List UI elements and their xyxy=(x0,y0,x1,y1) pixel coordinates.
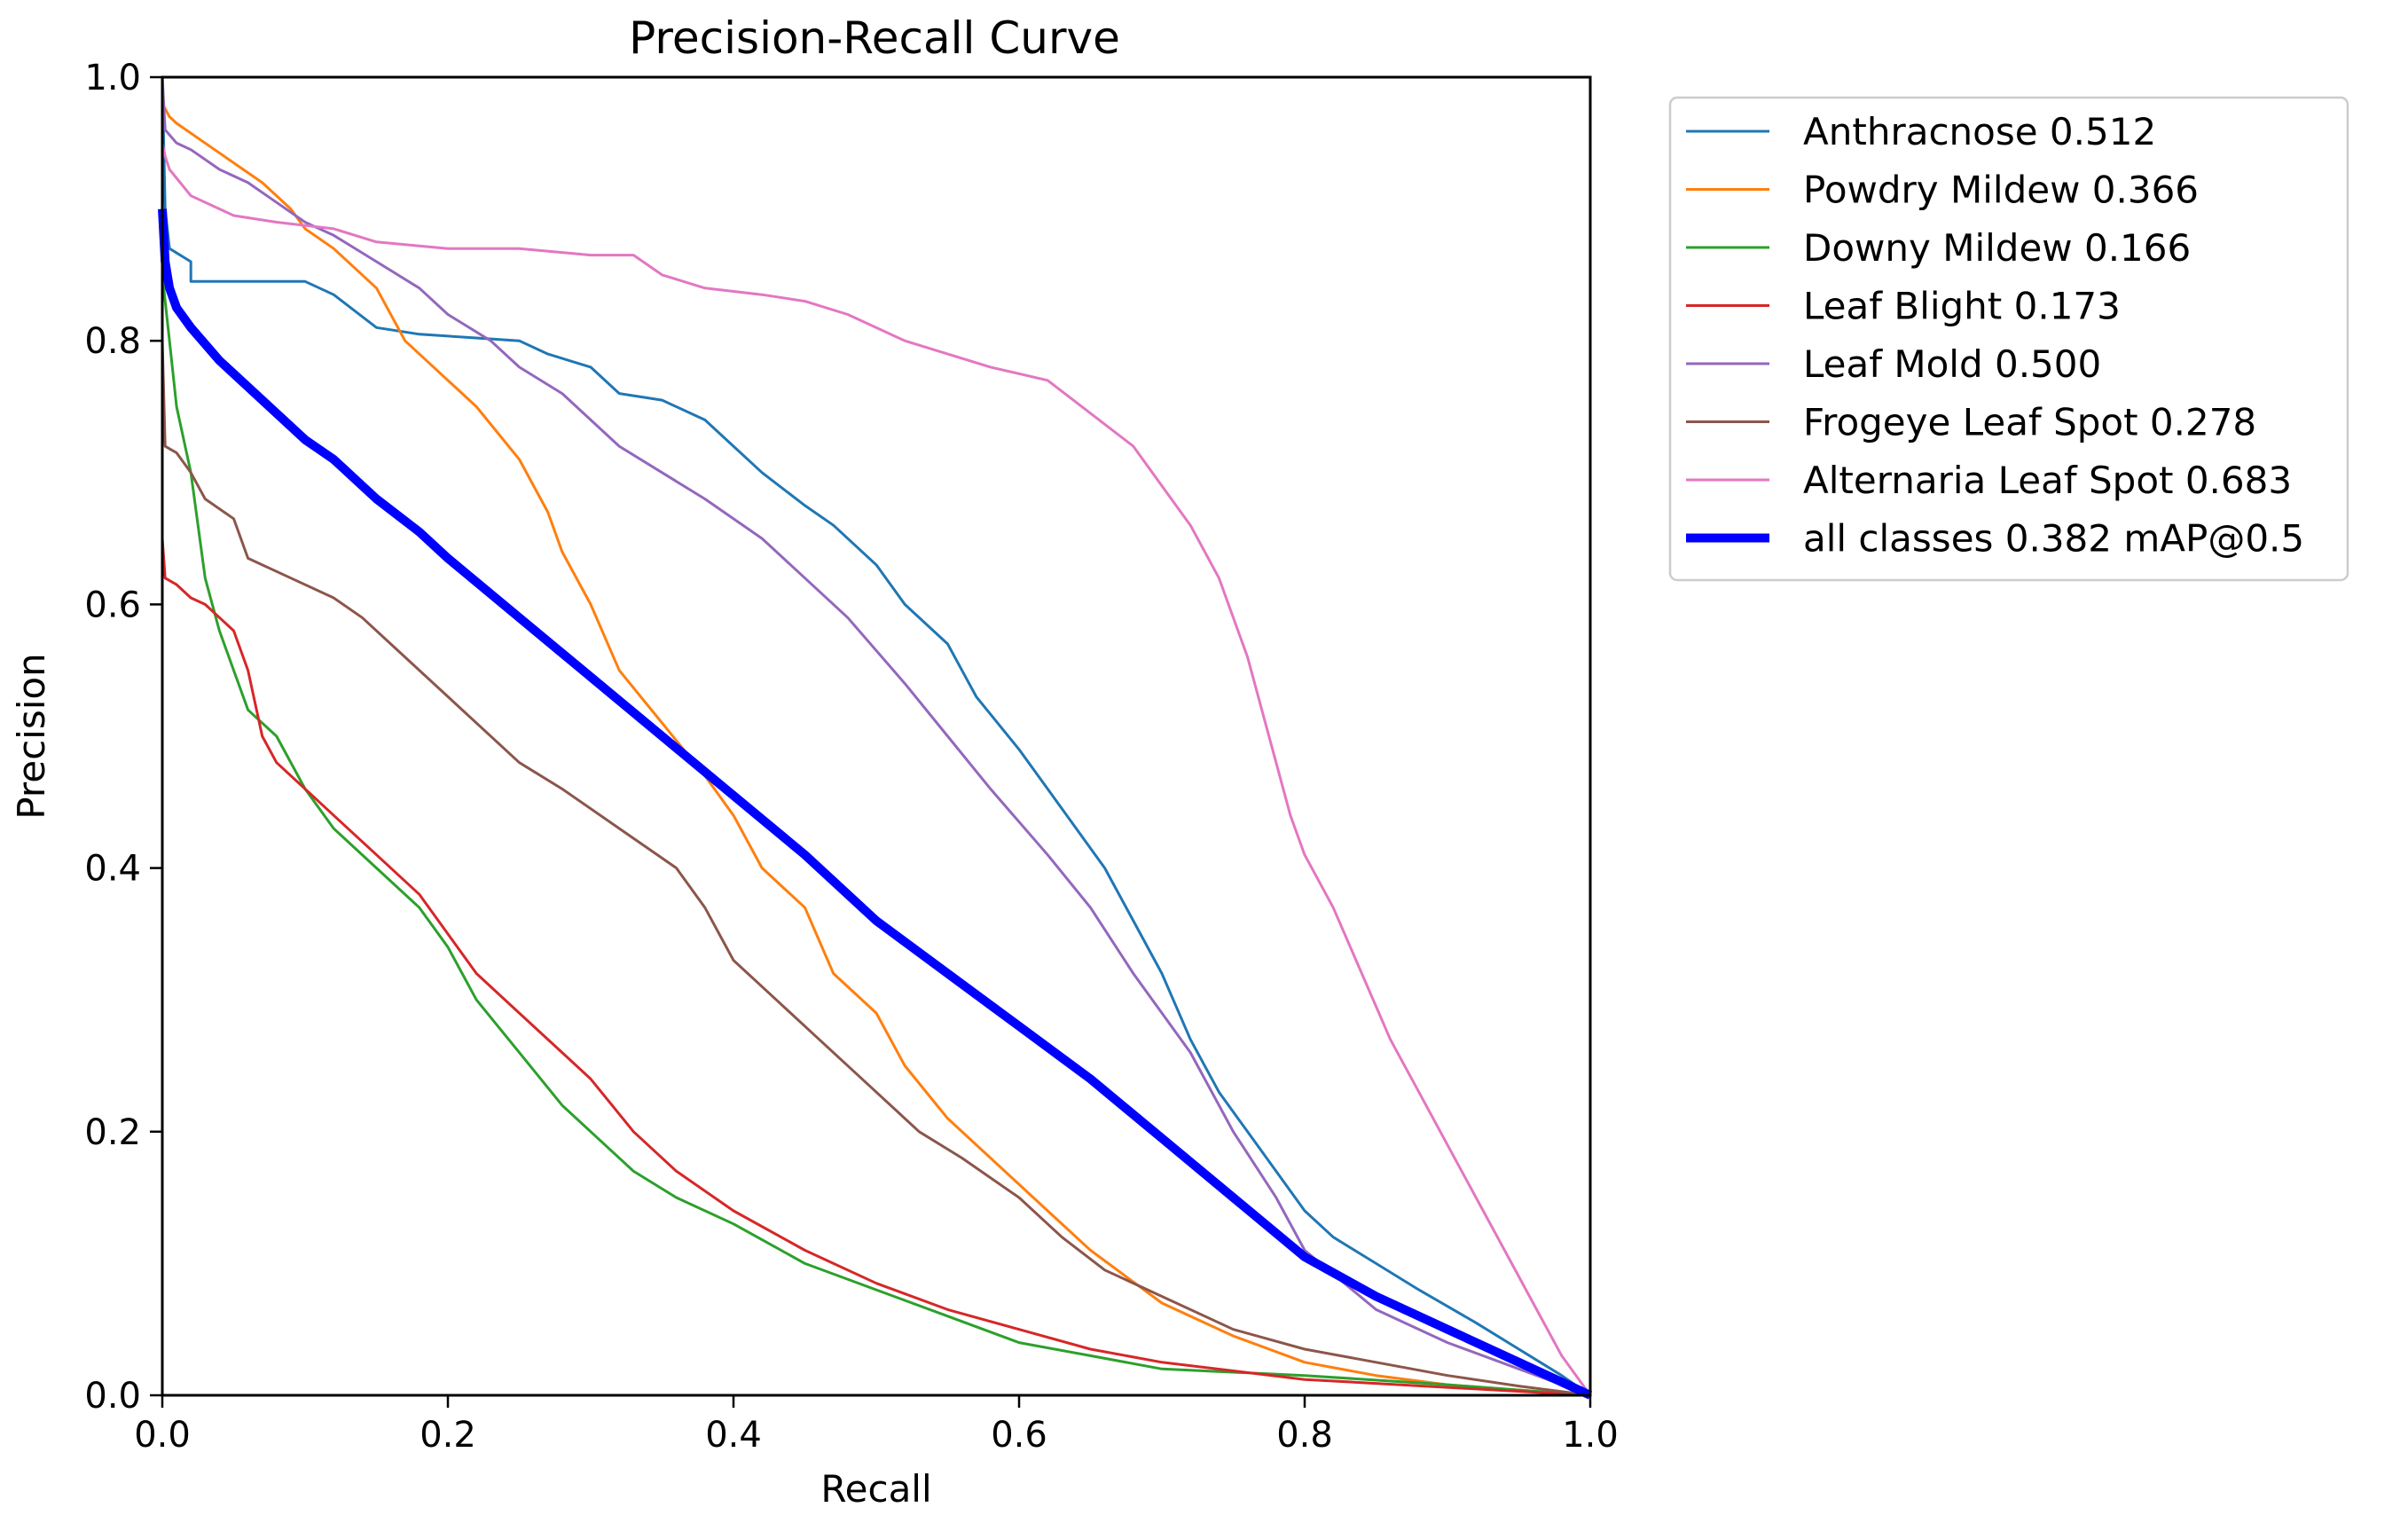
legend-entry: Anthracnose 0.512 xyxy=(1803,110,2156,153)
series-line-downy xyxy=(161,274,1591,1397)
y-axis-label: Precision xyxy=(10,653,53,819)
x-tick-label: 0.8 xyxy=(1276,1415,1333,1456)
series-line-anthracnose xyxy=(161,76,1591,1397)
ticks-group: 0.0 0.2 0.4 0.6 0.8 1.0 0.0 0.2 0.4 0.6 0.8 1.0 xyxy=(84,58,1618,1456)
legend-entry: Alternaria Leaf Spot 0.683 xyxy=(1803,459,2292,502)
y-tick-label: 1.0 xyxy=(84,58,141,98)
y-tick-label: 0.8 xyxy=(84,321,141,362)
plot-frame xyxy=(161,75,1592,1397)
y-tick-label: 0.4 xyxy=(84,849,141,890)
series-line-leaf xyxy=(161,76,1591,1397)
y-tick-label: 0.6 xyxy=(84,585,141,625)
x-axis-label: Recall xyxy=(820,1467,931,1511)
x-tick-label: 0.6 xyxy=(991,1415,1047,1456)
series-line-powdry xyxy=(161,102,1591,1397)
legend-entry: all classes 0.382 mAP@0.5 xyxy=(1803,517,2304,561)
legend-entry: Leaf Mold 0.500 xyxy=(1803,342,2101,386)
series-line-leaf xyxy=(161,538,1591,1397)
series-line-frogeye xyxy=(161,341,1591,1397)
legend-entry: Downy Mildew 0.166 xyxy=(1803,226,2191,270)
legend-entry: Frogeye Leaf Spot 0.278 xyxy=(1803,401,2256,444)
x-tick-label: 0.2 xyxy=(420,1415,476,1456)
y-tick-label: 0.2 xyxy=(84,1112,141,1153)
curves-group xyxy=(158,76,1593,1400)
legend: Anthracnose 0.512 Powdry Mildew 0.366 Down… xyxy=(1668,96,2349,582)
x-tick-label: 1.0 xyxy=(1562,1415,1619,1456)
legend-entry: Powdry Mildew 0.366 xyxy=(1803,169,2199,212)
x-tick-label: 0.0 xyxy=(134,1415,191,1456)
series-line-all-all xyxy=(158,208,1593,1400)
x-tick-label: 0.4 xyxy=(705,1415,762,1456)
y-tick-label: 0.0 xyxy=(84,1376,141,1417)
legend-frame xyxy=(1668,96,2349,582)
legend-entry: Leaf Blight 0.173 xyxy=(1803,285,2121,328)
chart-title: Precision-Recall Curve xyxy=(629,12,1120,64)
series-line-alternaria xyxy=(161,142,1592,1396)
